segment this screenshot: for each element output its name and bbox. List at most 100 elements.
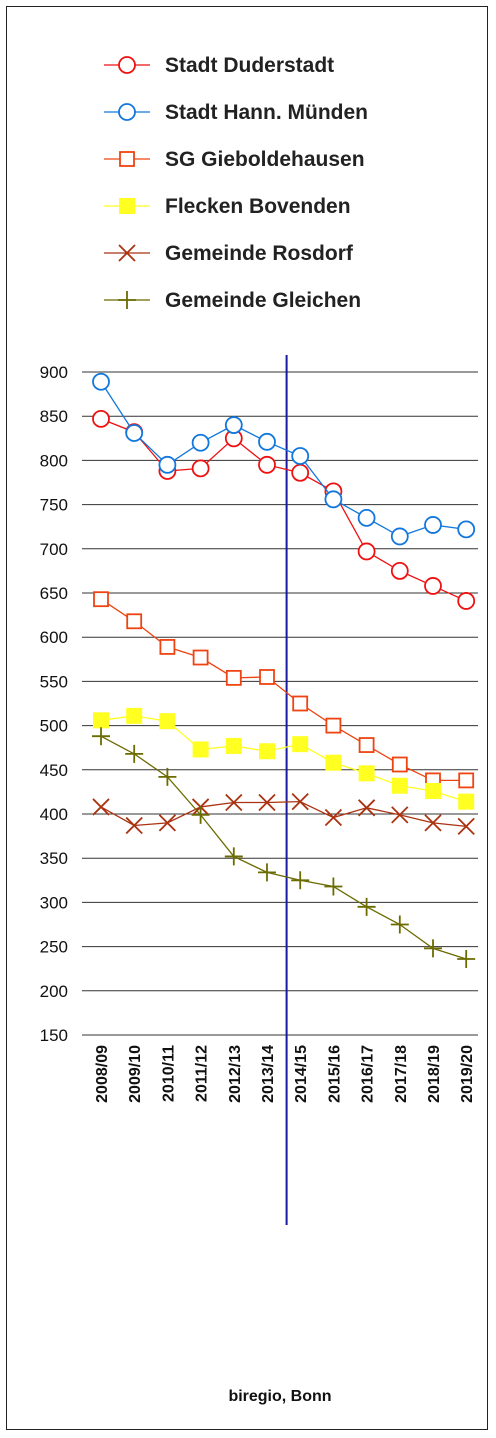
data-point (390, 562, 409, 580)
x-tick-label: 2016/17 (360, 1045, 377, 1103)
y-tick-label: 650 (40, 584, 68, 603)
data-point (92, 372, 110, 391)
x-tick-label: 2013/14 (260, 1045, 277, 1103)
data-point (457, 520, 476, 539)
data-point (125, 816, 143, 835)
y-tick-label: 550 (40, 672, 68, 691)
legend-label: Stadt Duderstadt (165, 54, 334, 77)
series-layer (92, 372, 476, 968)
x-tick-label: 2011/12 (194, 1045, 211, 1102)
series-stadt-hann-m-nden (92, 372, 476, 546)
data-point (457, 949, 476, 968)
data-point (258, 432, 276, 451)
y-tick-label: 350 (40, 849, 68, 868)
x-axis-ticks: 2008/09 2009/10 2010/11 2011/12 2012/13 2013/… (94, 1045, 476, 1103)
x-tick-label: 2014/15 (293, 1045, 310, 1103)
data-point (324, 808, 343, 827)
y-tick-label: 150 (40, 1026, 68, 1045)
data-point (224, 416, 243, 434)
data-point (458, 772, 475, 789)
chart-frame (6, 6, 488, 1430)
legend-entry: Gemeinde Gleichen (104, 289, 361, 312)
legend-marker (118, 103, 136, 121)
data-point (458, 793, 475, 810)
data-point (357, 542, 376, 561)
series-sg-gieboldehausen (93, 591, 475, 789)
y-tick-label: 900 (40, 363, 68, 382)
data-point (391, 756, 408, 773)
series-line (100, 715, 467, 803)
x-tick-label: 2009/10 (127, 1045, 144, 1103)
data-point (325, 717, 342, 734)
data-point (158, 767, 177, 786)
legend-label: SG Gieboldehausen (165, 148, 365, 171)
x-tick-label: 2008/09 (94, 1045, 111, 1103)
data-point (424, 577, 442, 595)
data-point (424, 516, 442, 534)
data-point (358, 737, 375, 753)
legend-entry: Stadt Hann. Münden (104, 101, 368, 124)
legend-entry: SG Gieboldehausen (104, 148, 365, 171)
data-point (92, 798, 110, 816)
y-tick-label: 400 (40, 805, 68, 824)
data-point (291, 447, 310, 465)
data-point (391, 806, 409, 824)
data-point (292, 736, 309, 753)
legend-marker (118, 56, 136, 74)
y-tick-label: 800 (40, 451, 68, 470)
data-point (258, 863, 276, 882)
data-point (191, 433, 210, 452)
data-point (457, 817, 475, 836)
data-point (457, 592, 476, 610)
data-point (358, 765, 375, 782)
data-point (259, 669, 275, 685)
series-line (100, 800, 467, 828)
y-tick-label: 500 (40, 717, 68, 736)
data-point (191, 805, 210, 824)
data-point (159, 639, 176, 655)
legend-marker (119, 198, 135, 214)
data-point (191, 459, 210, 478)
data-point (291, 792, 309, 811)
x-tick-label: 2017/18 (393, 1045, 410, 1103)
series-gemeinde-gleichen (92, 727, 476, 968)
data-point (391, 777, 408, 794)
legend-label: Stadt Hann. Münden (165, 101, 368, 124)
y-axis-ticks: 150 200 250 300 350 400 450 500 550 600 650 700 750 8… (40, 363, 68, 1045)
series-line (100, 735, 467, 960)
y-tick-label: 200 (40, 982, 68, 1001)
data-point (158, 455, 177, 474)
data-point (125, 424, 144, 442)
data-point (224, 847, 243, 866)
legend-entry: Flecken Bovenden (104, 195, 351, 218)
data-point (357, 508, 376, 527)
legend-entry: Gemeinde Rosdorf (104, 242, 354, 265)
x-tick-label: 2018/19 (426, 1045, 443, 1103)
data-point (258, 793, 276, 812)
y-tick-label: 700 (40, 540, 68, 559)
legend-marker (118, 244, 136, 262)
data-point (425, 783, 441, 800)
x-tick-label: 2015/16 (326, 1045, 343, 1103)
y-tick-label: 750 (40, 496, 68, 515)
data-point (390, 527, 409, 546)
series-gemeinde-rosdorf (92, 792, 475, 836)
x-tick-label: 2010/11 (160, 1045, 177, 1102)
data-point (225, 793, 243, 812)
data-point (324, 877, 343, 896)
y-tick-label: 250 (40, 938, 68, 957)
data-point (225, 669, 242, 686)
data-point (125, 744, 144, 763)
legend: Stadt Duderstadt Stadt Hann. Münden SG Gie… (104, 54, 368, 312)
legend-label: Gemeinde Gleichen (165, 289, 361, 312)
data-point (292, 695, 309, 712)
data-point (291, 463, 310, 482)
series-line (100, 418, 467, 602)
data-point (424, 814, 442, 832)
y-tick-label: 300 (40, 893, 68, 912)
series-line (100, 381, 467, 538)
y-tick-label: 850 (40, 407, 68, 426)
series-stadt-duderstadt (92, 409, 476, 610)
series-flecken-bovenden (93, 707, 475, 810)
